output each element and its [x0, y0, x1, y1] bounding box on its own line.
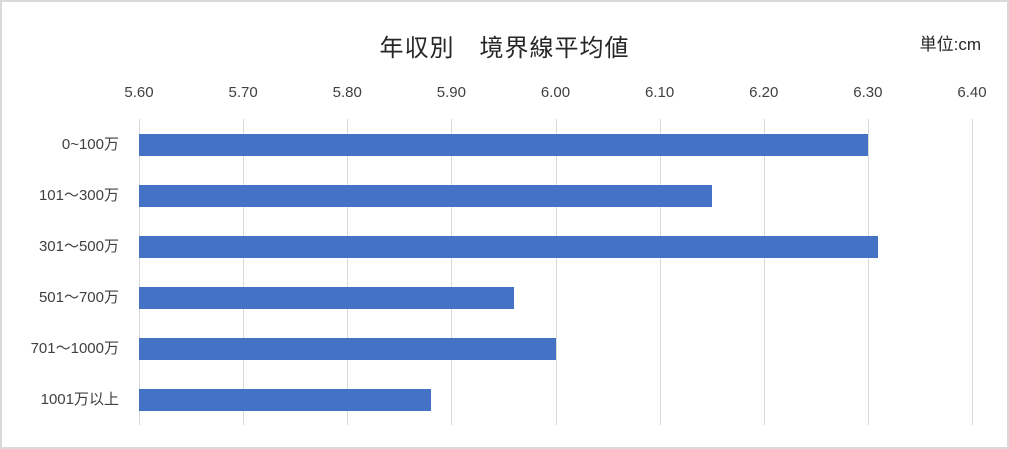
x-tick-label: 6.00 — [540, 84, 571, 101]
x-tick-label: 5.90 — [436, 84, 466, 101]
chart-title: 年収別 境界線平均値 — [379, 35, 630, 62]
bar-0~100万 — [139, 134, 868, 156]
x-tick-label: 5.80 — [332, 84, 362, 101]
gridline — [555, 119, 557, 425]
x-tick-label: 5.60 — [124, 84, 154, 101]
bar-701〜1000万 — [139, 338, 556, 360]
gridline — [763, 119, 765, 425]
plot-area — [139, 119, 973, 425]
x-tick-label: 6.30 — [853, 84, 883, 101]
gridline — [867, 119, 869, 425]
gridline — [243, 119, 245, 425]
bar-101〜300万 — [139, 185, 712, 207]
gridline — [139, 119, 140, 425]
y-category-label: 701〜1000万 — [30, 340, 119, 357]
x-tick-label: 6.40 — [957, 84, 987, 101]
x-tick-label: 6.10 — [645, 84, 675, 101]
bar-1001万以上 — [139, 389, 431, 411]
x-tick-label: 6.20 — [749, 84, 779, 101]
y-category-label: 1001万以上 — [40, 391, 119, 408]
gridline — [659, 119, 661, 425]
bar-501〜700万 — [139, 287, 514, 309]
x-axis: 5.60 5.70 5.80 5.90 6.00 6.10 6.20 6.30 6.40 — [124, 84, 986, 104]
gridline — [451, 119, 453, 425]
y-category-label: 101〜300万 — [38, 187, 119, 204]
gridline — [972, 119, 973, 425]
x-tick-label: 5.70 — [228, 84, 258, 101]
y-category-label: 0~100万 — [61, 136, 119, 153]
y-category-label: 301〜500万 — [38, 238, 119, 255]
gridline — [347, 119, 349, 425]
unit-label: 単位:cm — [919, 35, 981, 54]
y-axis-labels: 0~100万 101〜300万 301〜500万 501〜700万 701〜1000万 1… — [2, 119, 129, 425]
y-category-label: 501〜700万 — [38, 289, 119, 306]
bar-301〜500万 — [139, 236, 878, 258]
